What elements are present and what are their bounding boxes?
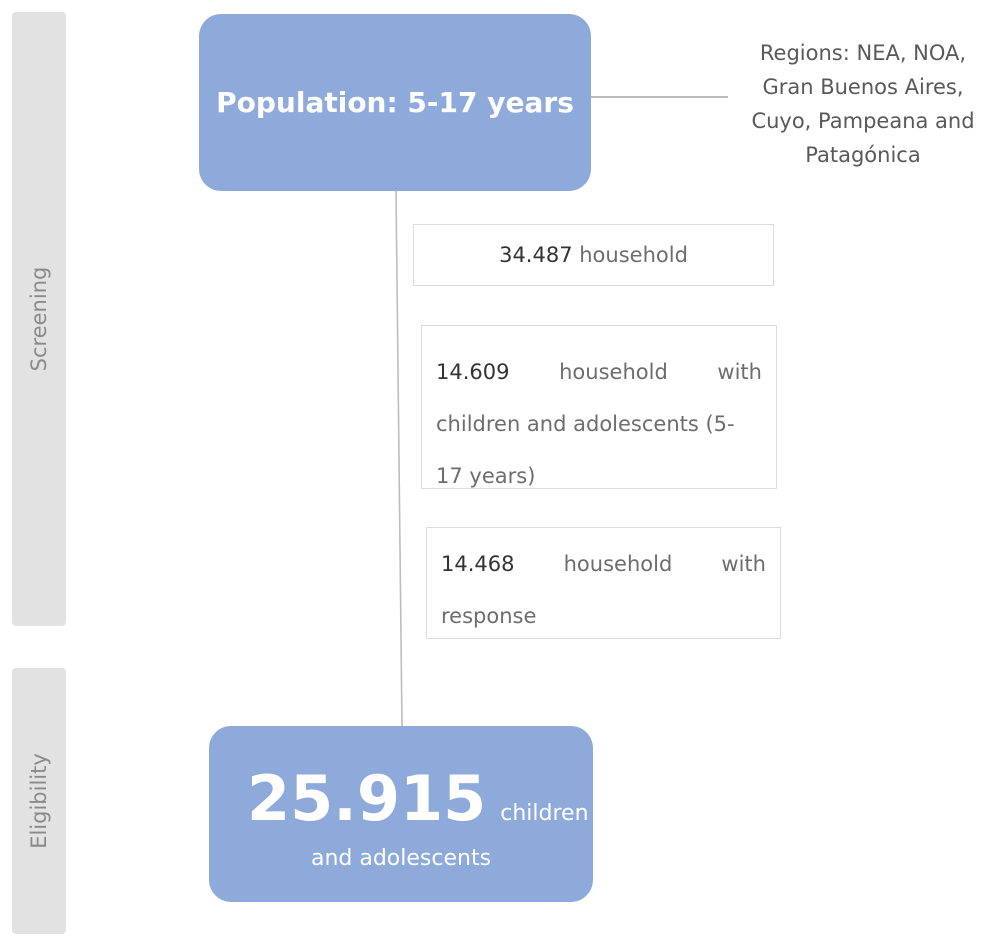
regions-line-4: Patagónica bbox=[805, 143, 921, 167]
households-number: 34.487 bbox=[499, 243, 573, 267]
households-box: 34.487 household bbox=[413, 224, 774, 286]
eligible-unit-part-2: and adolescents bbox=[310, 846, 492, 871]
screening-stage-bar: Screening bbox=[12, 12, 66, 626]
households-with-children-box: 14.609 household with children and adole… bbox=[421, 325, 777, 489]
households-with-response-row-1: 14.468 household with bbox=[441, 538, 766, 590]
households-with-response-box: 14.468 household with response bbox=[426, 527, 781, 639]
region-connector bbox=[591, 96, 728, 98]
eligibility-stage-bar: Eligibility bbox=[12, 668, 66, 934]
households-with-response-line-2: response bbox=[441, 604, 537, 628]
households-with-response-word-2: with bbox=[721, 552, 766, 576]
households-with-children-number: 14.609 bbox=[436, 360, 510, 384]
households-with-response-number: 14.468 bbox=[441, 552, 515, 576]
households-with-response-word-1: household bbox=[563, 552, 673, 576]
households-with-children-word-2: with bbox=[717, 360, 762, 384]
eligible-number: 25.915 bbox=[247, 762, 487, 835]
households-with-children-line-2: children and adolescents (5- bbox=[436, 412, 735, 436]
households-label: household bbox=[579, 243, 688, 267]
eligible-unit-part-1: children bbox=[500, 801, 589, 826]
regions-note: Regions: NEA, NOA, Gran Buenos Aires, Cu… bbox=[732, 36, 994, 172]
households-with-children-line-3: 17 years) bbox=[436, 464, 536, 488]
eligible-row-1: 25.915 children bbox=[247, 762, 589, 835]
eligible-box: 25.915 children and adolescents bbox=[209, 726, 593, 902]
regions-line-3: Cuyo, Pampeana and bbox=[751, 109, 975, 133]
regions-line-2: Gran Buenos Aires, bbox=[762, 75, 964, 99]
regions-line-1: Regions: NEA, NOA, bbox=[759, 41, 967, 65]
population-title: Population: 5-17 years bbox=[216, 86, 574, 119]
population-box: Population: 5-17 years bbox=[199, 14, 591, 191]
households-with-children-row-1: 14.609 household with bbox=[436, 346, 762, 398]
households-with-children-word-1: household bbox=[559, 360, 668, 384]
